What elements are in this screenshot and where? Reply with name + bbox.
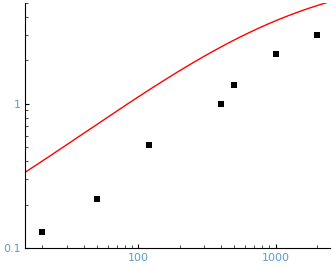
Point bbox=[273, 52, 278, 56]
Point bbox=[314, 33, 320, 37]
Point bbox=[40, 230, 45, 234]
Point bbox=[147, 143, 152, 147]
Point bbox=[232, 83, 237, 87]
Point bbox=[94, 197, 100, 201]
Point bbox=[218, 102, 224, 106]
